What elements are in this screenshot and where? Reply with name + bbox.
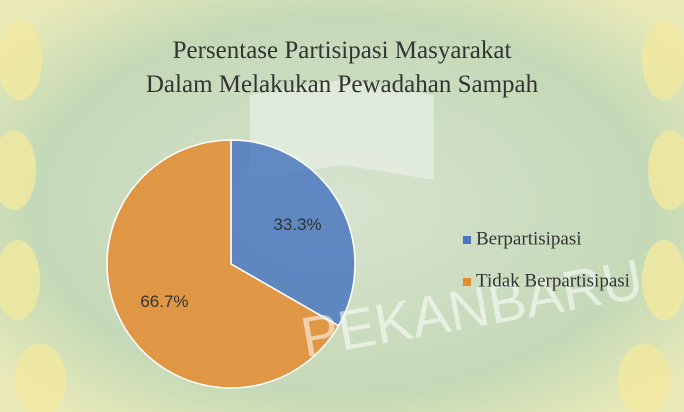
legend-swatch xyxy=(463,236,471,244)
chart-title: Dalam Melakukan Pewadahan Sampah xyxy=(146,71,539,98)
pie-slice xyxy=(106,139,340,389)
legend-label: Berpartisipasi xyxy=(476,228,582,249)
chart-title: Persentase Partisipasi Masyarakat xyxy=(173,37,512,64)
legend-label: Tidak Berpartisipasi xyxy=(476,270,630,291)
pie-slice xyxy=(230,139,356,327)
logo-book xyxy=(250,80,434,180)
legend-swatch xyxy=(463,278,471,286)
border-decoration xyxy=(0,20,684,412)
data-label: 66.7% xyxy=(140,292,188,311)
data-label: 33.3% xyxy=(273,215,321,234)
